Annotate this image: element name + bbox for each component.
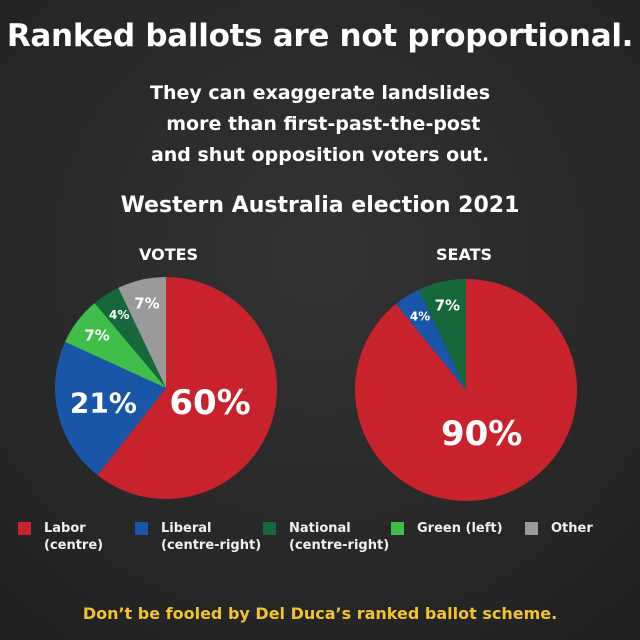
votes-pie-title: VOTES — [139, 245, 199, 264]
votes-slice-other — [118, 277, 166, 388]
legend-label-green-line1: Green (left) — [417, 521, 503, 536]
votes-slice-green — [65, 302, 166, 388]
legend-label-other: Other — [551, 520, 593, 537]
seats-pie-chart: 90% 4% 7% — [354, 279, 577, 501]
seats-slice-label-national: 7% — [435, 296, 460, 314]
votes-pie-chart: 60%21%7%4%7% — [54, 277, 277, 499]
legend: Labor (centre) Liberal (centre-right) Na… — [0, 520, 640, 560]
seats-slice-labor — [354, 279, 577, 501]
legend-label-labor: Labor (centre) — [44, 520, 103, 554]
seats-slice-national — [419, 279, 466, 390]
legend-label-national-line1: National — [289, 521, 351, 536]
page-title: Ranked ballots are not proportional. — [6, 18, 634, 54]
votes-slice-label-green: 7% — [84, 327, 109, 345]
legend-swatch-national — [263, 522, 276, 535]
subtitle-line-2: more than first-past-the-post — [159, 113, 481, 135]
subtitle: They can exaggerate landslides more than… — [0, 78, 640, 171]
legend-swatch-green — [391, 522, 404, 535]
seats-slice-liberal — [395, 289, 466, 390]
votes-slice-labor — [97, 277, 277, 499]
seats-pie-title: SEATS — [436, 245, 493, 264]
seats-slice-label-liberal: 4% — [410, 310, 430, 324]
votes-slice-label-liberal: 21% — [70, 387, 137, 420]
legend-label-labor-line2: (centre) — [44, 538, 104, 553]
legend-label-liberal: Liberal (centre-right) — [161, 520, 261, 554]
legend-label-national: National (centre-right) — [289, 520, 389, 554]
subtitle-line-3: and shut opposition voters out. — [150, 144, 490, 166]
seats-slice-label-labor: 90% — [441, 414, 522, 454]
legend-swatch-liberal — [135, 522, 148, 535]
legend-label-green: Green (left) — [417, 520, 503, 537]
chart-title: Western Australia election 2021 — [120, 193, 520, 218]
votes-slice-label-other: 7% — [134, 295, 159, 313]
legend-label-liberal-line2: (centre-right) — [161, 538, 262, 553]
legend-label-labor-line1: Labor — [44, 521, 86, 536]
subtitle-line-1: They can exaggerate landslides — [149, 82, 490, 104]
legend-label-national-line2: (centre-right) — [289, 538, 390, 553]
legend-label-liberal-line1: Liberal — [161, 521, 212, 536]
legend-swatch-other — [525, 522, 538, 535]
votes-slice-national — [94, 287, 166, 388]
legend-label-other-line1: Other — [551, 521, 593, 536]
votes-slice-label-labor: 60% — [169, 383, 250, 423]
votes-slice-liberal — [54, 341, 166, 476]
footer-callout: Don’t be fooled by Del Duca’s ranked bal… — [82, 604, 558, 623]
votes-slice-label-national: 4% — [109, 308, 129, 322]
legend-swatch-labor — [18, 522, 31, 535]
